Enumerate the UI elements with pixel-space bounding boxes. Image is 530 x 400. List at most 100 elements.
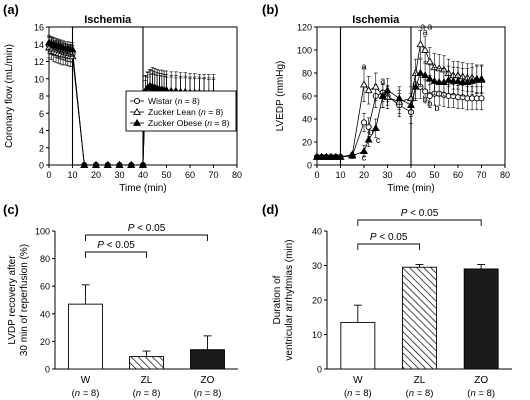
ischemia-label: Ischemia — [84, 14, 132, 26]
x-tick-label: 60 — [453, 170, 463, 180]
legend-marker — [133, 118, 141, 126]
bar-W — [68, 303, 103, 370]
data-point — [425, 74, 434, 82]
significance-letter: b — [434, 103, 439, 113]
data-point — [139, 160, 147, 168]
data-point — [115, 160, 124, 168]
data-point — [365, 124, 372, 131]
significance-bracket — [357, 243, 420, 250]
significance-letter: a — [420, 21, 425, 31]
data-point — [430, 76, 439, 84]
x-tick-label: 60 — [185, 170, 195, 180]
data-point — [371, 124, 380, 132]
data-point — [458, 78, 467, 86]
data-point — [444, 75, 453, 83]
data-point — [313, 152, 321, 160]
y-tick-label: 30 — [312, 261, 322, 271]
category-label: ZO — [474, 375, 488, 386]
sample-size-label: (n = 8) — [194, 388, 222, 399]
data-point — [327, 152, 336, 160]
x-tick-label: 10 — [335, 170, 345, 180]
y-tick-label: 2 — [39, 143, 44, 153]
category-label: W — [81, 375, 91, 386]
x-tick-label: 70 — [476, 170, 486, 180]
x-tick-label: 50 — [429, 170, 439, 180]
x-tick-label: 50 — [161, 170, 171, 180]
bar-W — [340, 321, 376, 370]
y-tick-label: 12 — [34, 57, 44, 67]
y-tick-label: 40 — [40, 309, 50, 319]
significance-letter: a — [427, 21, 432, 31]
category-label: W — [353, 375, 363, 386]
y-tick-label: 0 — [317, 365, 322, 375]
p-value-label: P < 0.05 — [370, 232, 408, 243]
y-tick-label: 4 — [39, 126, 44, 136]
data-point — [411, 82, 420, 90]
panel-b-line-chart: (b) 0 10 20 30 40 50 60 70 80 0 20 40 60 80 100 120 Isch… — [262, 2, 510, 194]
y-tick-label: 0 — [307, 161, 312, 171]
y-tick-label: 6 — [39, 109, 44, 119]
legend-marker — [133, 107, 141, 115]
data-point — [68, 45, 77, 53]
data-point — [348, 151, 357, 159]
y-axis-title: Coronary flow (mL/min) — [4, 44, 15, 148]
significance-letter: c — [362, 152, 367, 162]
data-point — [449, 76, 458, 84]
y-tick-label: 60 — [302, 92, 312, 102]
data-point — [371, 82, 380, 90]
data-point — [425, 57, 434, 65]
y-tick-label: 14 — [34, 40, 44, 50]
y-tick-label: 80 — [302, 69, 312, 79]
y-tick-label: 10 — [34, 74, 44, 84]
panel-label-a: (a) — [3, 2, 19, 17]
significance-letter: a — [361, 62, 366, 72]
significance-bracket — [85, 251, 147, 258]
x-tick-label: 30 — [114, 170, 124, 180]
data-point — [472, 75, 481, 83]
ischemia-label: Ischemia — [352, 14, 400, 26]
data-point — [407, 101, 415, 109]
panel-a-line-chart: (a) 0 10 20 30 40 50 60 70 80 0 2 4 6 8 10 12 14 16 Ischem… — [3, 2, 242, 194]
y-tick-label: 10 — [312, 330, 322, 340]
data-point — [426, 92, 433, 100]
y-tick-label: 20 — [40, 337, 50, 347]
significance-letter: a — [380, 75, 385, 85]
data-point — [127, 160, 136, 168]
data-point — [103, 160, 112, 168]
y-tick-label: 20 — [312, 296, 322, 306]
data-point — [360, 80, 368, 88]
data-point — [336, 152, 345, 160]
y-tick-label: 80 — [40, 254, 50, 264]
category-label: ZL — [414, 375, 426, 386]
legend-entry: Wistar (n = 8) — [148, 96, 200, 106]
x-tick-label: 0 — [46, 170, 51, 180]
significance-letter: a — [423, 27, 428, 37]
x-tick-label: 20 — [91, 170, 101, 180]
y-tick-label: 40 — [302, 115, 312, 125]
legend-entry: Zucker Lean (n = 8) — [148, 107, 223, 117]
x-tick-label: 20 — [359, 170, 369, 180]
y-axis-title: 30 min of reperfusion (%) — [19, 244, 30, 356]
y-axis-title: ventricular arrhytmias (min) — [284, 239, 295, 360]
x-tick-label: 40 — [406, 170, 416, 180]
significance-letter: b — [423, 94, 428, 104]
sample-size-label: (n = 8) — [467, 388, 495, 399]
y-axis-title: Duration of — [272, 275, 283, 324]
data-point — [478, 95, 485, 102]
y-axis-title: LVDP recovery after — [7, 255, 18, 345]
x-axis-title: Time (min) — [387, 183, 434, 194]
bar-ZO — [190, 349, 225, 370]
data-point — [80, 160, 89, 168]
p-value-label: P < 0.05 — [97, 240, 135, 251]
legend-marker — [133, 97, 141, 105]
p-value-label: P < 0.05 — [128, 223, 166, 234]
legend-box — [125, 90, 237, 132]
data-point — [383, 86, 392, 94]
y-tick-label: 100 — [35, 227, 50, 237]
data-point — [317, 152, 326, 160]
data-point — [364, 135, 373, 143]
data-point — [477, 75, 486, 83]
y-tick-label: 0 — [39, 161, 44, 171]
y-tick-label: 100 — [297, 46, 312, 56]
